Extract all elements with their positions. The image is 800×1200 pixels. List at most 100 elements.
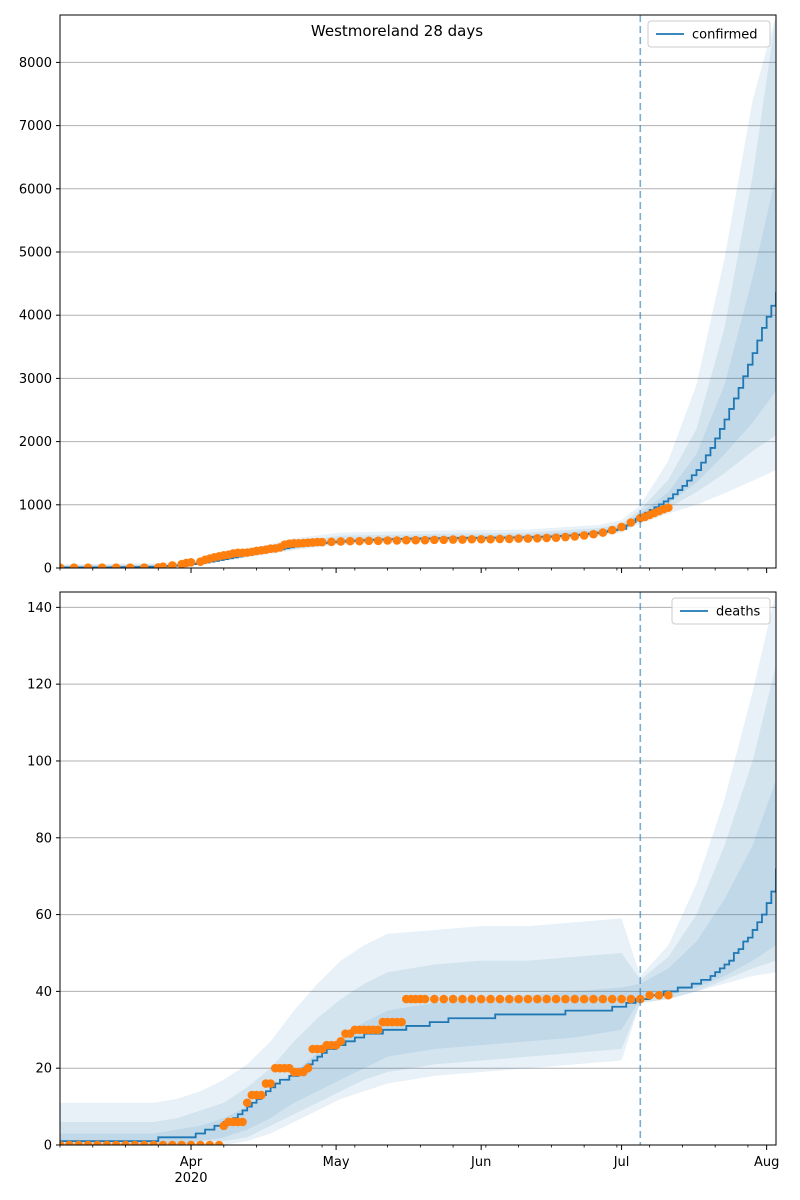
observed-point <box>486 534 495 544</box>
observed-point <box>242 1098 252 1108</box>
plot-area <box>60 15 776 568</box>
observed-point <box>514 534 523 543</box>
observed-point <box>111 563 121 568</box>
observed-point <box>523 994 533 1004</box>
observed-point <box>392 536 402 545</box>
chart-title: Westmoreland 28 days <box>311 22 483 40</box>
observed-point <box>486 994 495 1004</box>
observed-point <box>607 994 617 1004</box>
observed-point <box>439 994 449 1004</box>
legend-label: confirmed <box>692 28 758 43</box>
legend-box <box>647 20 771 48</box>
observed-point <box>504 534 514 544</box>
observed-point <box>60 1140 65 1145</box>
y-tick-label: 6000 <box>19 182 52 197</box>
observed-point <box>504 994 514 1004</box>
observed-point <box>130 1140 140 1145</box>
observed-point <box>551 994 561 1004</box>
legend-label: deaths <box>716 605 761 620</box>
observed-point <box>168 561 177 568</box>
observed-point <box>125 563 135 568</box>
observed-point <box>467 994 477 1004</box>
observed-point <box>327 537 336 547</box>
plot-area <box>60 592 776 1145</box>
observed-point <box>598 994 608 1004</box>
observed-point <box>430 535 439 545</box>
observed-point <box>439 535 449 545</box>
observed-point <box>111 1140 121 1145</box>
observed-point <box>626 518 636 527</box>
observed-point <box>83 1140 93 1145</box>
observed-point <box>411 535 420 545</box>
observed-point <box>664 990 673 1000</box>
observed-point <box>196 1140 205 1145</box>
observed-point <box>589 529 598 539</box>
observed-point <box>598 528 608 537</box>
observed-point <box>74 1140 84 1145</box>
y-tick-label: 60 <box>35 908 52 923</box>
y-tick-label: 8000 <box>19 56 52 71</box>
observed-point <box>561 532 570 542</box>
model-line <box>60 291 776 568</box>
y-tick-label: 2000 <box>19 435 52 450</box>
observed-point <box>168 1140 177 1145</box>
observed-point <box>303 1063 313 1073</box>
observed-point <box>476 994 486 1004</box>
observed-point <box>551 533 561 542</box>
observed-point <box>448 535 458 544</box>
y-tick-label: 1000 <box>19 498 52 513</box>
observed-point <box>542 994 551 1004</box>
observed-point <box>336 1037 346 1046</box>
observed-point <box>266 1079 275 1088</box>
observed-point <box>97 563 107 568</box>
y-tick-label: 80 <box>35 831 52 846</box>
x-tick-label: Jul <box>613 1155 630 1170</box>
observed-point <box>458 535 467 544</box>
observed-point <box>579 994 589 1004</box>
observed-point <box>383 536 392 545</box>
axes-frame <box>59 14 777 569</box>
observed-point <box>177 1140 186 1145</box>
y-tick-label: 140 <box>27 601 52 616</box>
observed-point <box>402 535 411 545</box>
observed-point <box>121 1140 130 1145</box>
observed-point <box>397 1017 406 1027</box>
x-tick-label: Jun <box>470 1155 491 1170</box>
observed-point <box>664 503 673 512</box>
observed-point <box>186 1140 196 1145</box>
observed-point <box>102 1140 112 1145</box>
observed-point <box>570 994 580 1004</box>
observed-point <box>430 994 439 1004</box>
y-tick-label: 0 <box>44 1139 52 1154</box>
observed-point <box>345 536 355 546</box>
observed-point <box>60 563 65 568</box>
observed-point <box>654 990 664 1000</box>
y-tick-label: 5000 <box>19 246 52 261</box>
observed-point <box>589 994 598 1004</box>
observed-point <box>495 534 505 544</box>
y-tick-label: 3000 <box>19 372 52 387</box>
observed-point <box>186 558 196 567</box>
y-tick-label: 100 <box>27 754 52 769</box>
y-tick-label: 7000 <box>19 119 52 134</box>
observed-point <box>205 1140 215 1145</box>
observed-point <box>645 990 654 1000</box>
observed-point <box>570 532 580 541</box>
observed-point <box>364 536 374 546</box>
observed-point <box>139 563 149 568</box>
y-tick-label: 4000 <box>19 309 52 324</box>
x-tick-label: May <box>323 1155 350 1170</box>
observed-point <box>514 994 523 1004</box>
observed-point <box>495 994 505 1004</box>
observed-point <box>476 534 486 544</box>
y-tick-label: 0 <box>44 562 52 577</box>
observed-point <box>533 994 542 1004</box>
observed-point <box>238 1117 247 1127</box>
legend-box <box>671 597 771 625</box>
observed-point <box>561 994 570 1004</box>
y-tick-label: 120 <box>27 678 52 693</box>
axes-frame <box>59 591 777 1146</box>
observed-point <box>420 535 430 545</box>
